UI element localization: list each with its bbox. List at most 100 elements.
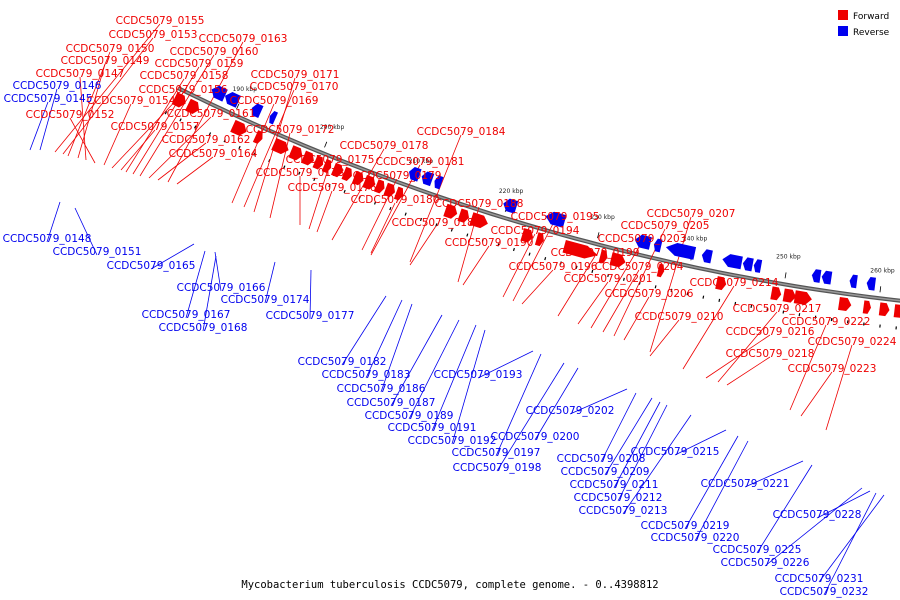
gene-label: CCDC5079_0180 (351, 194, 440, 206)
track-dot (404, 212, 407, 216)
track-dot (164, 111, 168, 115)
forward-gene-arrow (443, 203, 458, 219)
leader-line (502, 233, 536, 298)
leader-line (370, 164, 421, 256)
gene-label: CCDC5079_0226 (721, 557, 810, 569)
leader-line (604, 397, 653, 476)
track-dot (607, 273, 610, 278)
reverse-gene-arrow (742, 257, 754, 272)
gene-features (171, 85, 900, 318)
reverse-gene-arrow (653, 238, 663, 253)
leader-line (674, 429, 727, 456)
tick-mark (324, 141, 328, 148)
leader-line (365, 299, 403, 379)
track-dot (298, 171, 301, 175)
leader-line (451, 329, 486, 445)
forward-gene-arrow (562, 240, 598, 259)
forward-gene-arrow (782, 288, 796, 303)
leader-line (684, 435, 739, 530)
leader-line (534, 367, 579, 441)
tick-mark (879, 286, 882, 293)
legend-swatch-reverse (838, 26, 848, 36)
leader-line (694, 440, 749, 542)
reverse-gene-arrow (665, 243, 697, 260)
tick-mark (597, 232, 600, 239)
leader-line (409, 225, 437, 266)
gene-label: CCDC5079_0221 (701, 478, 790, 490)
track-dot (718, 298, 721, 302)
track-dot (686, 292, 689, 296)
leader-line (682, 285, 735, 370)
reverse-gene-arrow (211, 85, 228, 102)
track-dot (766, 307, 769, 311)
gene-label: CCDC5079_0154 (87, 95, 176, 107)
track-dot (328, 183, 331, 188)
leader-line (800, 371, 833, 417)
legend-swatch-forward (838, 10, 848, 20)
forward-gene-arrow (341, 166, 352, 181)
reverse-gene-arrow (753, 259, 763, 273)
gene-label: CCDC5079_0208 (557, 453, 646, 465)
tick-label: 220 kbp (499, 188, 524, 195)
leader-line (62, 37, 154, 155)
leader-line (409, 134, 462, 263)
leader-line (316, 190, 333, 233)
reverse-gene-arrow (701, 249, 713, 264)
gene-label: CCDC5079_0157 (111, 121, 200, 133)
legend-label-forward: Forward (853, 12, 889, 22)
gene-label: CCDC5079_0150 (66, 43, 155, 55)
track-dot (208, 132, 212, 136)
gene-label: CCDC5079_0184 (417, 126, 506, 138)
leader-line (816, 490, 871, 519)
gene-label: CCDC5079_0146 (13, 80, 102, 92)
leader-line (462, 245, 490, 286)
leader-line (602, 269, 640, 333)
track-dot (419, 217, 423, 222)
reverse-gene-arrow (434, 175, 444, 190)
gene-label: CCDC5079_0195 (511, 211, 600, 223)
gene-label: CCDC5079_0170 (250, 81, 339, 93)
gene-label: CCDC5079_0158 (140, 70, 229, 82)
forward-gene-arrow (383, 182, 395, 198)
gene-label: CCDC5079_0171 (251, 69, 340, 81)
leader-line (157, 142, 207, 181)
gene-label: CCDC5079_0172 (246, 124, 335, 136)
gene-label: CCDC5079_0202 (526, 405, 615, 417)
track-dot (575, 265, 578, 269)
backbone-highlight (177, 87, 900, 302)
tick-mark (236, 103, 240, 110)
forward-gene-arrow (457, 208, 469, 223)
leader-line (705, 334, 771, 379)
gene-label: CCDC5079_0217 (733, 303, 822, 315)
forward-gene-arrow (252, 130, 263, 144)
reverse-gene-arrow (421, 171, 435, 187)
leader-line (569, 388, 628, 415)
reverse-gene-arrow (545, 211, 567, 228)
track-dot (528, 252, 531, 256)
leader-line (764, 487, 863, 567)
leader-line (613, 401, 661, 489)
leader-line (622, 414, 692, 515)
reverse-gene-arrow (409, 167, 422, 182)
gene-label: CCDC5079_0191 (388, 422, 477, 434)
gene-label: CCDC5079_0152 (26, 109, 115, 121)
forward-gene-arrow (469, 212, 488, 229)
leader-line (308, 162, 331, 230)
leader-line (77, 63, 106, 159)
gene-label: CCDC5079_0193 (434, 369, 523, 381)
gene-label: CCDC5079_0166 (177, 282, 266, 294)
leader-line (408, 319, 460, 420)
leader-line (111, 92, 184, 169)
tick-mark (784, 272, 787, 279)
gene-label: CCDC5079_0168 (159, 322, 248, 334)
forward-gene-arrow (271, 138, 289, 155)
gene-label: CCDC5079_0190 (445, 237, 534, 249)
leader-line (132, 66, 200, 175)
gene-label: CCDC5079_0222 (782, 316, 871, 328)
outer-dotted-track (164, 111, 897, 330)
gene-label: CCDC5079_0189 (365, 410, 454, 422)
gene-label: CCDC5079_0147 (36, 68, 125, 80)
leader-line (214, 251, 222, 292)
gene-label: CCDC5079_0165 (107, 260, 196, 272)
leader-line (148, 116, 212, 179)
